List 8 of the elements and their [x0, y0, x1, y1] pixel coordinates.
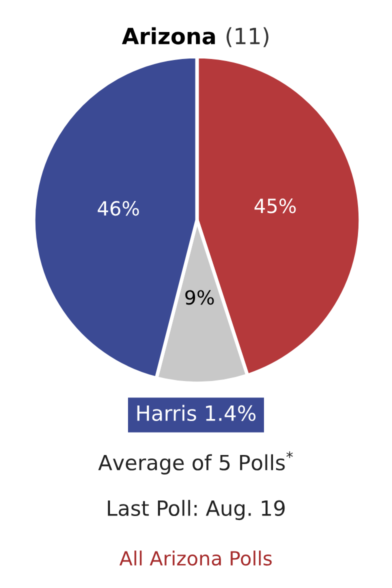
data-label: 45% [254, 198, 296, 214]
text: Last Poll: Aug. 19 [108, 500, 285, 520]
text: Harris 1.4% [137, 404, 256, 422]
data-label: 9% [185, 290, 214, 305]
data-label: 46% [98, 201, 139, 216]
chart-title: Arizona (11) [122, 27, 268, 48]
text: Average of 5 Polls$^{*}$ [98, 451, 293, 474]
text: All Arizona Polls [119, 550, 272, 566]
